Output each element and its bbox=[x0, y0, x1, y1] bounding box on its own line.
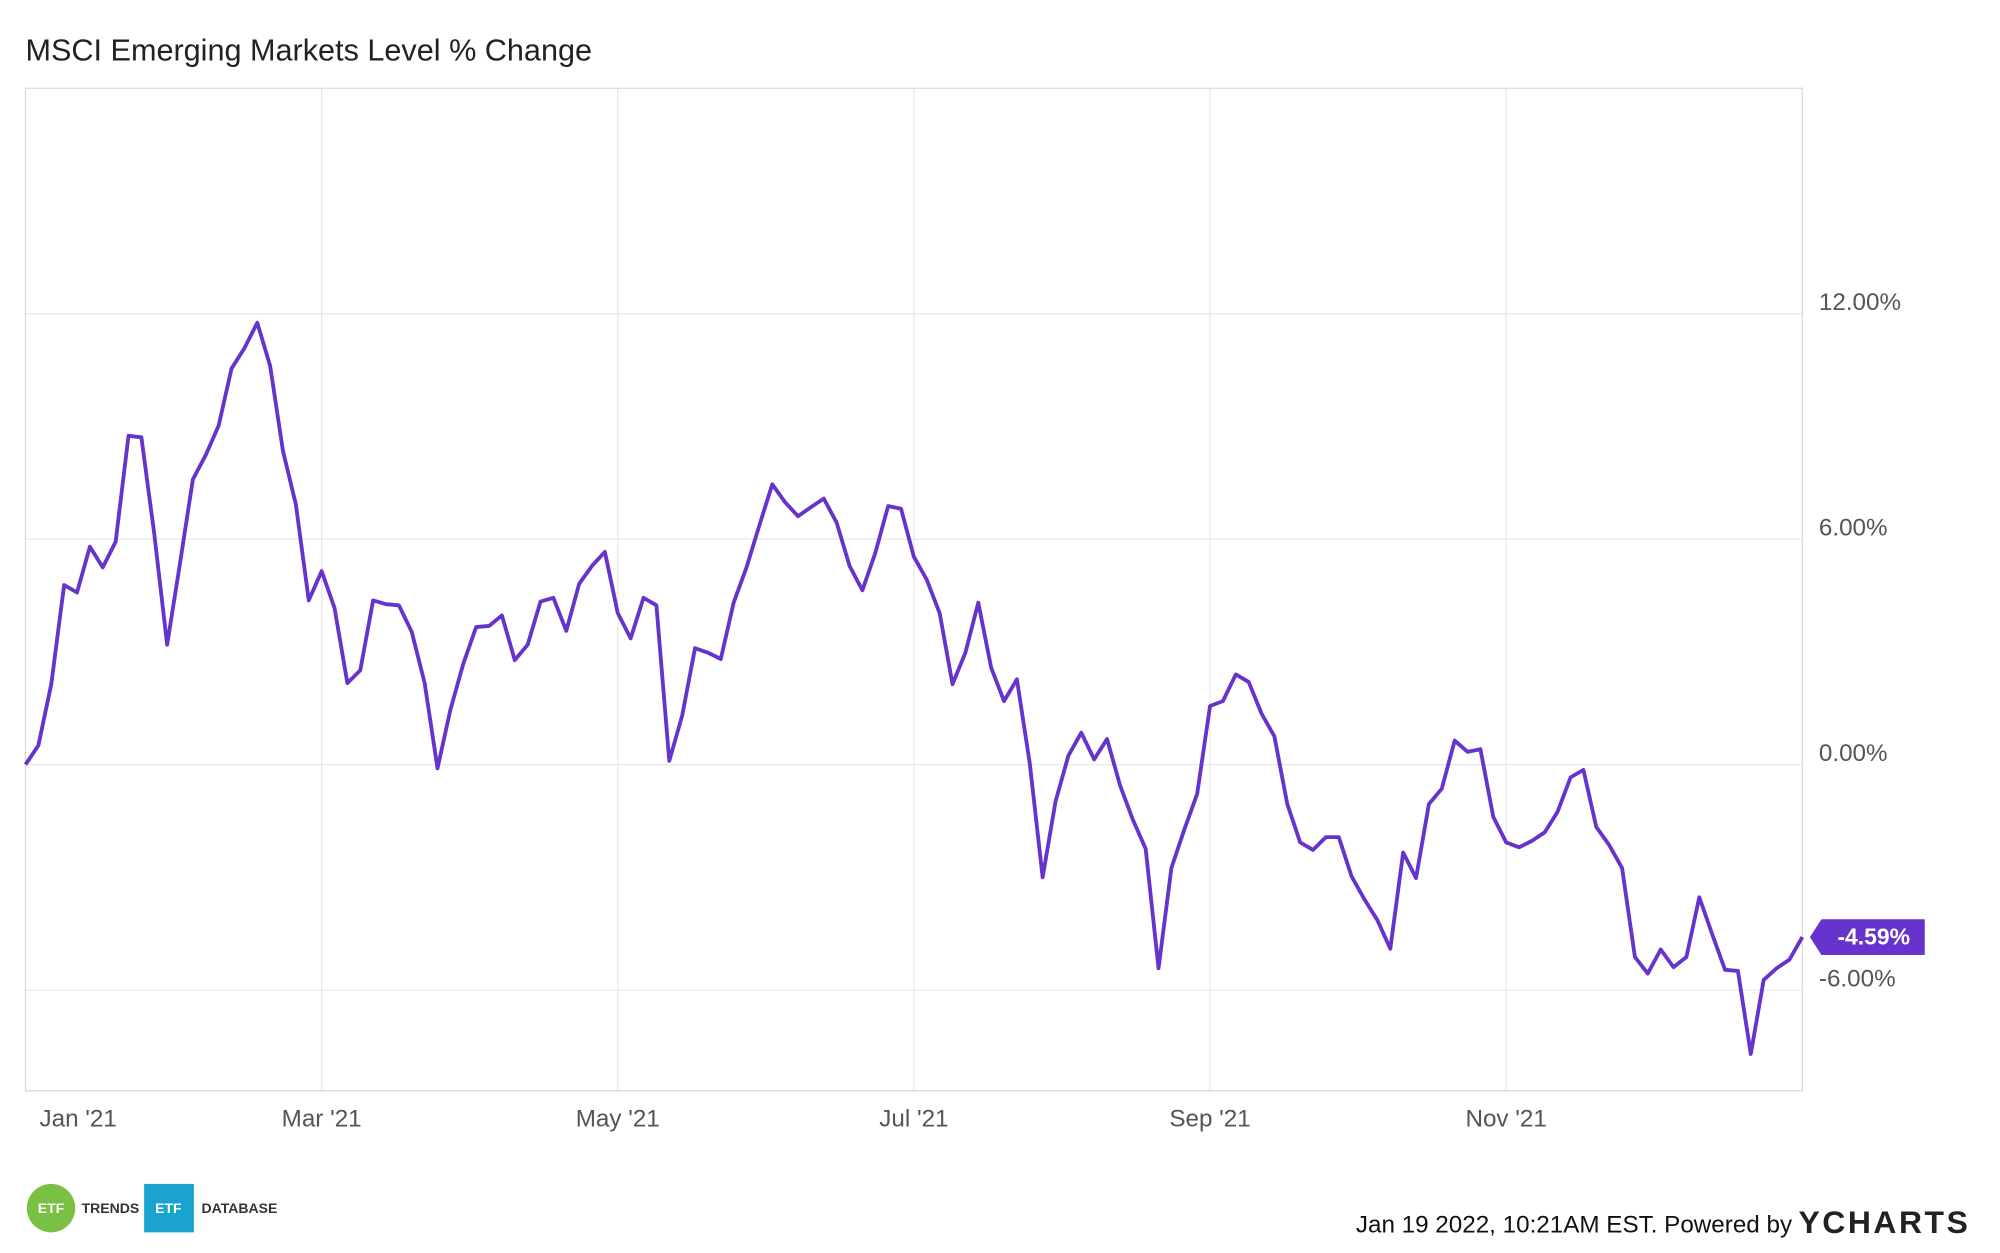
x-tick-label: Jan '21 bbox=[40, 1106, 117, 1133]
x-tick-label: May '21 bbox=[576, 1106, 660, 1133]
brand: YCHARTS bbox=[1798, 1204, 1970, 1240]
logo-badge bbox=[144, 1183, 194, 1233]
logo-text: ETF bbox=[155, 1200, 182, 1216]
x-tick-label: Mar '21 bbox=[282, 1106, 362, 1133]
footer: ETF TRENDS ETF DATABASE Jan 19 2022, 10:… bbox=[26, 1183, 1970, 1240]
value-label: -4.59% bbox=[1837, 923, 1910, 949]
x-tick-label: Nov '21 bbox=[1465, 1106, 1546, 1133]
y-tick-label: 6.00% bbox=[1819, 514, 1888, 541]
x-tick-label: Sep '21 bbox=[1169, 1106, 1250, 1133]
logo-badge bbox=[26, 1183, 76, 1233]
timestamp: Jan 19 2022, 10:21AM EST. Powered by bbox=[1356, 1211, 1793, 1238]
logo-text: TRENDS bbox=[82, 1200, 140, 1216]
line-series bbox=[23, 320, 1804, 1056]
plot-frame bbox=[24, 87, 1803, 1092]
x-tick-label: Jul '21 bbox=[879, 1106, 948, 1133]
chart-title: MSCI Emerging Markets Level % Change bbox=[26, 34, 593, 68]
y-tick-label: -6.00% bbox=[1819, 965, 1896, 992]
value-badge bbox=[1809, 919, 1925, 955]
y-tick-label: 12.00% bbox=[1819, 289, 1901, 316]
logo-text: ETF bbox=[38, 1200, 65, 1216]
y-tick-label: 0.00% bbox=[1819, 740, 1888, 767]
logo-text: DATABASE bbox=[202, 1200, 278, 1216]
